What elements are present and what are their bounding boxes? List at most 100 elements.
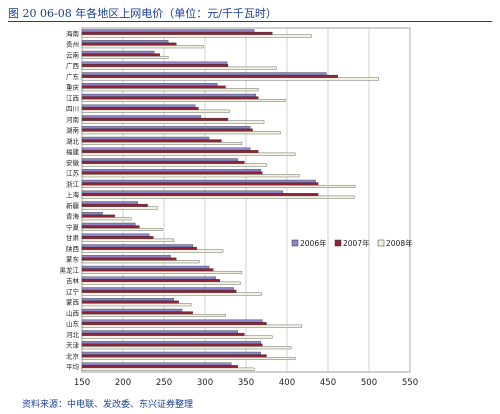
- bar-1: [81, 104, 196, 108]
- bar-3: [81, 77, 380, 81]
- bar-3: [81, 109, 230, 113]
- bar-1: [81, 136, 210, 140]
- category-label: 陕西: [66, 244, 80, 253]
- bar-3: [81, 303, 192, 307]
- category-label: 甘肃: [66, 233, 80, 242]
- bar-3: [81, 313, 226, 317]
- bar-1: [81, 212, 103, 216]
- bar-2: [81, 42, 177, 46]
- category-label: 贵州: [66, 40, 79, 49]
- legend-label: 2008年: [386, 238, 413, 248]
- bar-2: [81, 365, 238, 369]
- category-label: 河南: [66, 115, 80, 124]
- x-tick-label: 400: [279, 378, 295, 388]
- category-label: 广西: [66, 61, 80, 70]
- bar-1: [81, 255, 171, 259]
- bar-1: [81, 362, 232, 366]
- bar-2: [81, 311, 193, 315]
- category-label: 宁夏: [66, 222, 80, 231]
- bar-3: [81, 227, 163, 231]
- bar-1: [81, 72, 327, 76]
- category-label: 浙江: [66, 179, 80, 188]
- bar-3: [81, 238, 175, 242]
- bar-1: [81, 222, 136, 226]
- bar-1: [81, 351, 261, 355]
- x-tick-label: 550: [402, 378, 418, 388]
- bar-3: [81, 270, 243, 274]
- bar-3: [81, 260, 200, 264]
- bar-1: [81, 179, 316, 183]
- bar-3: [81, 249, 224, 253]
- bar-2: [81, 354, 267, 358]
- bar-1: [81, 287, 234, 291]
- bar-3: [81, 88, 259, 92]
- bar-2: [81, 257, 177, 261]
- source-note: 资料来源：中电联、发改委、东兴证券整理: [22, 400, 194, 410]
- bar-1: [81, 341, 261, 345]
- category-label: 云南: [66, 50, 80, 59]
- bar-3: [81, 217, 132, 221]
- bar-1: [81, 201, 138, 205]
- category-label: 新疆: [66, 201, 80, 210]
- bar-2: [81, 268, 214, 272]
- bar-2: [81, 332, 245, 336]
- x-tick-label: 450: [320, 378, 336, 388]
- bar-2: [81, 107, 199, 111]
- bar-3: [81, 346, 292, 350]
- category-label: 辽宁: [66, 287, 80, 296]
- category-label: 湖北: [66, 136, 80, 145]
- bar-2: [81, 74, 339, 78]
- category-label: 蒙东: [66, 255, 80, 264]
- bar-3: [81, 34, 312, 38]
- category-label: 重庆: [66, 83, 80, 92]
- category-label: 四川: [66, 105, 79, 113]
- bar-2: [81, 279, 220, 283]
- bar-2: [81, 117, 229, 121]
- category-label: 山东: [66, 319, 80, 328]
- legend-swatch: [291, 239, 299, 247]
- bar-1: [81, 330, 238, 334]
- category-label: 黑龙江: [60, 265, 80, 274]
- bar-2: [81, 160, 245, 164]
- bar-2: [81, 246, 197, 250]
- bar-2: [81, 85, 226, 89]
- bar-2: [81, 300, 179, 304]
- bar-3: [81, 324, 302, 328]
- category-label: 北京: [66, 351, 80, 360]
- bar-3: [81, 141, 243, 145]
- bar-1: [81, 126, 251, 130]
- bar-1: [81, 169, 261, 173]
- bar-1: [81, 61, 228, 65]
- legend-swatch: [334, 239, 342, 247]
- category-label: 天津: [66, 342, 80, 350]
- bar-3: [81, 356, 296, 360]
- bar-3: [81, 163, 267, 167]
- category-label: 平均: [66, 362, 80, 371]
- bar-3: [81, 55, 169, 59]
- bar-1: [81, 276, 216, 280]
- bar-3: [81, 131, 281, 135]
- bar-1: [81, 83, 218, 87]
- x-tick-label: 150: [74, 378, 90, 388]
- bar-1: [81, 298, 175, 302]
- bar-1: [81, 308, 183, 312]
- x-tick-label: 250: [156, 378, 172, 388]
- category-label: 吉林: [66, 276, 80, 285]
- bar-2: [81, 289, 237, 293]
- bar-3: [81, 335, 273, 339]
- bar-2: [81, 31, 273, 35]
- bar-3: [81, 45, 204, 49]
- bar-2: [81, 96, 259, 100]
- category-label: 上海: [66, 190, 80, 199]
- bar-2: [81, 193, 319, 197]
- bar-3: [81, 281, 241, 285]
- bar-2: [81, 139, 222, 143]
- x-tick-label: 500: [361, 378, 377, 388]
- bar-2: [81, 64, 229, 68]
- category-label: 江苏: [66, 169, 80, 178]
- category-label: 蒙西: [66, 298, 80, 307]
- bar-2: [81, 236, 154, 240]
- bar-2: [81, 53, 161, 57]
- category-label: 福建: [66, 147, 80, 156]
